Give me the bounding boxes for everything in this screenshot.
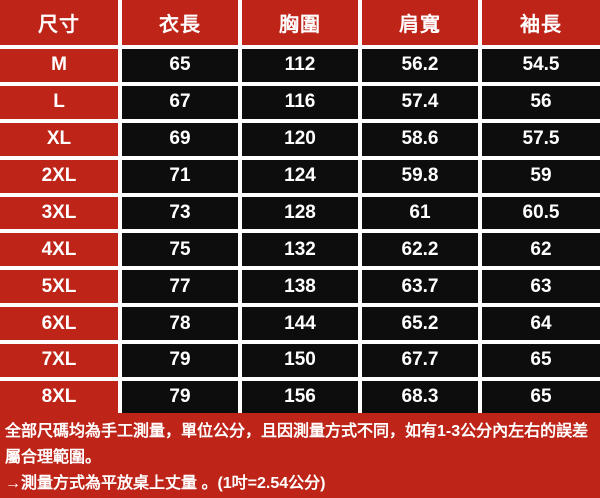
measure-cell: 58.6 <box>358 118 482 160</box>
measurement-notes: 全部尺碼均為手工測量，單位公分，且因測量方式不同，如有1-3公分內左右的誤差屬合… <box>0 413 600 498</box>
size-cell: XL <box>0 118 122 160</box>
table-row: XL 69 120 58.6 57.5 <box>0 118 600 160</box>
size-cell: 8XL <box>0 376 122 413</box>
measure-cell: 59.8 <box>358 155 482 197</box>
header-cell-chest: 胸圍 <box>238 0 362 49</box>
measure-cell: 64 <box>478 303 600 344</box>
measure-cell: 67 <box>118 81 242 123</box>
measure-cell: 63 <box>478 266 600 308</box>
table-row: 4XL 75 132 62.2 62 <box>0 229 600 271</box>
measure-cell: 54.5 <box>478 45 600 86</box>
measure-cell: 156 <box>238 376 362 413</box>
header-cell-shoulder: 肩寬 <box>358 0 482 49</box>
measure-cell: 68.3 <box>358 376 482 413</box>
header-cell-sleeve: 袖長 <box>478 0 600 49</box>
note-line-tolerance: 全部尺碼均為手工測量，單位公分，且因測量方式不同，如有1-3公分內左右的誤差屬合… <box>5 423 589 466</box>
measure-cell: 144 <box>238 303 362 344</box>
measure-cell: 67.7 <box>358 340 482 381</box>
table-row: 6XL 78 144 65.2 64 <box>0 303 600 344</box>
size-cell: L <box>0 81 122 123</box>
measure-cell: 124 <box>238 155 362 197</box>
measure-cell: 56 <box>478 81 600 123</box>
measure-cell: 60.5 <box>478 192 600 234</box>
table-row: 7XL 79 150 67.7 65 <box>0 340 600 381</box>
measure-cell: 65 <box>478 376 600 413</box>
size-cell: 4XL <box>0 229 122 271</box>
measure-cell: 150 <box>238 340 362 381</box>
table-row: 2XL 71 124 59.8 59 <box>0 155 600 197</box>
measure-cell: 65 <box>118 45 242 86</box>
measure-cell: 128 <box>238 192 362 234</box>
measure-cell: 120 <box>238 118 362 160</box>
size-cell: M <box>0 45 122 86</box>
measure-cell: 56.2 <box>358 45 482 86</box>
measure-cell: 71 <box>118 155 242 197</box>
table-body: M 65 112 56.2 54.5 L 67 116 57.4 56 XL 6… <box>0 45 600 413</box>
measure-cell: 132 <box>238 229 362 271</box>
measure-cell: 59 <box>478 155 600 197</box>
note-line-method: →測量方式為平放桌上丈量 。(1吋=2.54公分) <box>5 475 326 492</box>
measure-cell: 78 <box>118 303 242 344</box>
measure-cell: 65.2 <box>358 303 482 344</box>
measure-cell: 79 <box>118 376 242 413</box>
header-row: 尺寸 衣長 胸圍 肩寬 袖長 <box>0 0 600 49</box>
measure-cell: 57.4 <box>358 81 482 123</box>
table-row: L 67 116 57.4 56 <box>0 81 600 123</box>
measure-cell: 62 <box>478 229 600 271</box>
size-cell: 2XL <box>0 155 122 197</box>
measure-cell: 57.5 <box>478 118 600 160</box>
measure-cell: 79 <box>118 340 242 381</box>
size-cell: 7XL <box>0 340 122 381</box>
table-row: 8XL 79 156 68.3 65 <box>0 376 600 413</box>
measure-cell: 75 <box>118 229 242 271</box>
measure-cell: 73 <box>118 192 242 234</box>
measure-cell: 63.7 <box>358 266 482 308</box>
table-row: M 65 112 56.2 54.5 <box>0 45 600 86</box>
measure-cell: 69 <box>118 118 242 160</box>
measure-cell: 138 <box>238 266 362 308</box>
table-header: 尺寸 衣長 胸圍 肩寬 袖長 <box>0 0 600 49</box>
header-cell-size: 尺寸 <box>0 0 122 49</box>
size-chart-table: 尺寸 衣長 胸圍 肩寬 袖長 M 65 112 56.2 54.5 L 67 1… <box>0 0 600 413</box>
size-cell: 3XL <box>0 192 122 234</box>
size-cell: 5XL <box>0 266 122 308</box>
size-cell: 6XL <box>0 303 122 344</box>
measure-cell: 61 <box>358 192 482 234</box>
table-row: 5XL 77 138 63.7 63 <box>0 266 600 308</box>
table-row: 3XL 73 128 61 60.5 <box>0 192 600 234</box>
measure-cell: 112 <box>238 45 362 86</box>
measure-cell: 65 <box>478 340 600 381</box>
header-cell-length: 衣長 <box>118 0 242 49</box>
measure-cell: 62.2 <box>358 229 482 271</box>
measure-cell: 116 <box>238 81 362 123</box>
measure-cell: 77 <box>118 266 242 308</box>
